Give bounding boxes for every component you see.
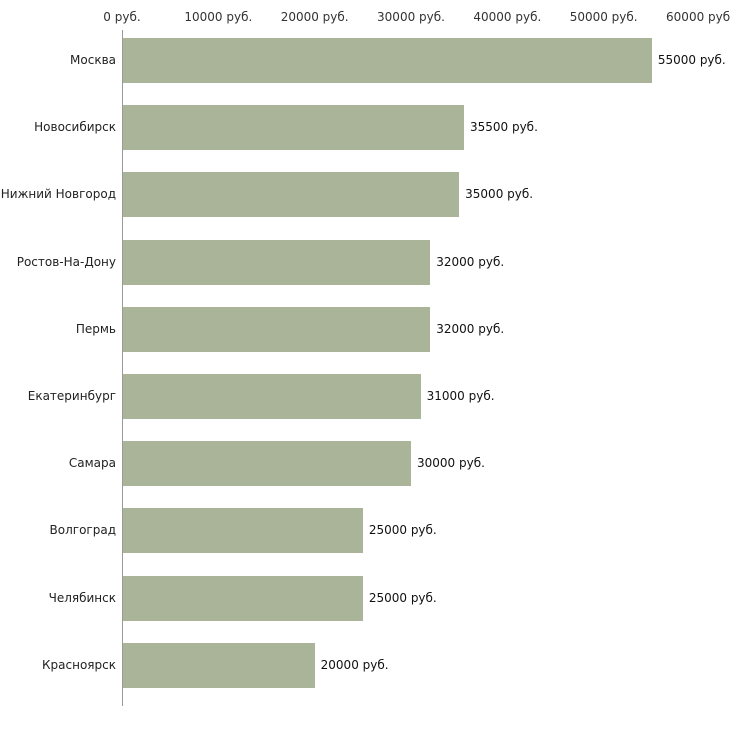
- value-label: 25000 руб.: [368, 590, 437, 605]
- x-axis-tick-label: 0 руб.: [103, 10, 141, 24]
- x-axis-tick-label: 10000 руб.: [184, 10, 253, 24]
- bar: [123, 38, 652, 83]
- x-axis-tick-label: 60000 руб.: [666, 10, 730, 24]
- category-label: Волгоград: [49, 523, 116, 538]
- value-label: 32000 руб.: [436, 254, 505, 269]
- category-label: Москва: [70, 53, 116, 67]
- category-label: Новосибирск: [34, 120, 116, 135]
- x-axis-tick-label: 20000 руб.: [280, 10, 349, 24]
- bar: [123, 642, 315, 688]
- value-label: 35000 руб.: [465, 187, 534, 202]
- category-label: Самара: [68, 456, 116, 471]
- bar: [123, 239, 431, 285]
- value-label: 35500 руб.: [469, 120, 538, 135]
- value-label: 31000 руб.: [426, 389, 495, 403]
- x-axis-tick-label: 30000 руб.: [377, 10, 445, 24]
- category-label: Красноярск: [42, 657, 116, 672]
- value-label: 25000 руб.: [368, 523, 437, 538]
- y-axis-line: [122, 30, 123, 706]
- bar: [123, 306, 431, 352]
- bar: [123, 441, 411, 487]
- bar: [123, 575, 363, 621]
- value-label: 20000 руб.: [320, 657, 389, 672]
- value-label: 30000 руб.: [417, 456, 485, 471]
- bar: [123, 374, 421, 419]
- category-label: Екатеринбург: [27, 389, 116, 403]
- category-label: Нижний Новгород: [0, 187, 116, 202]
- category-label: Челябинск: [48, 590, 116, 605]
- x-axis-tick-label: 50000 руб.: [569, 10, 638, 24]
- value-label: 55000 руб.: [657, 53, 726, 67]
- bar: [123, 508, 363, 554]
- bar: [123, 105, 464, 151]
- value-label: 32000 руб.: [436, 321, 505, 336]
- category-label: Ростов-На-Дону: [16, 254, 116, 269]
- bar: [123, 172, 460, 218]
- x-axis-tick-label: 40000 руб.: [473, 10, 542, 24]
- category-label: Пермь: [75, 321, 116, 336]
